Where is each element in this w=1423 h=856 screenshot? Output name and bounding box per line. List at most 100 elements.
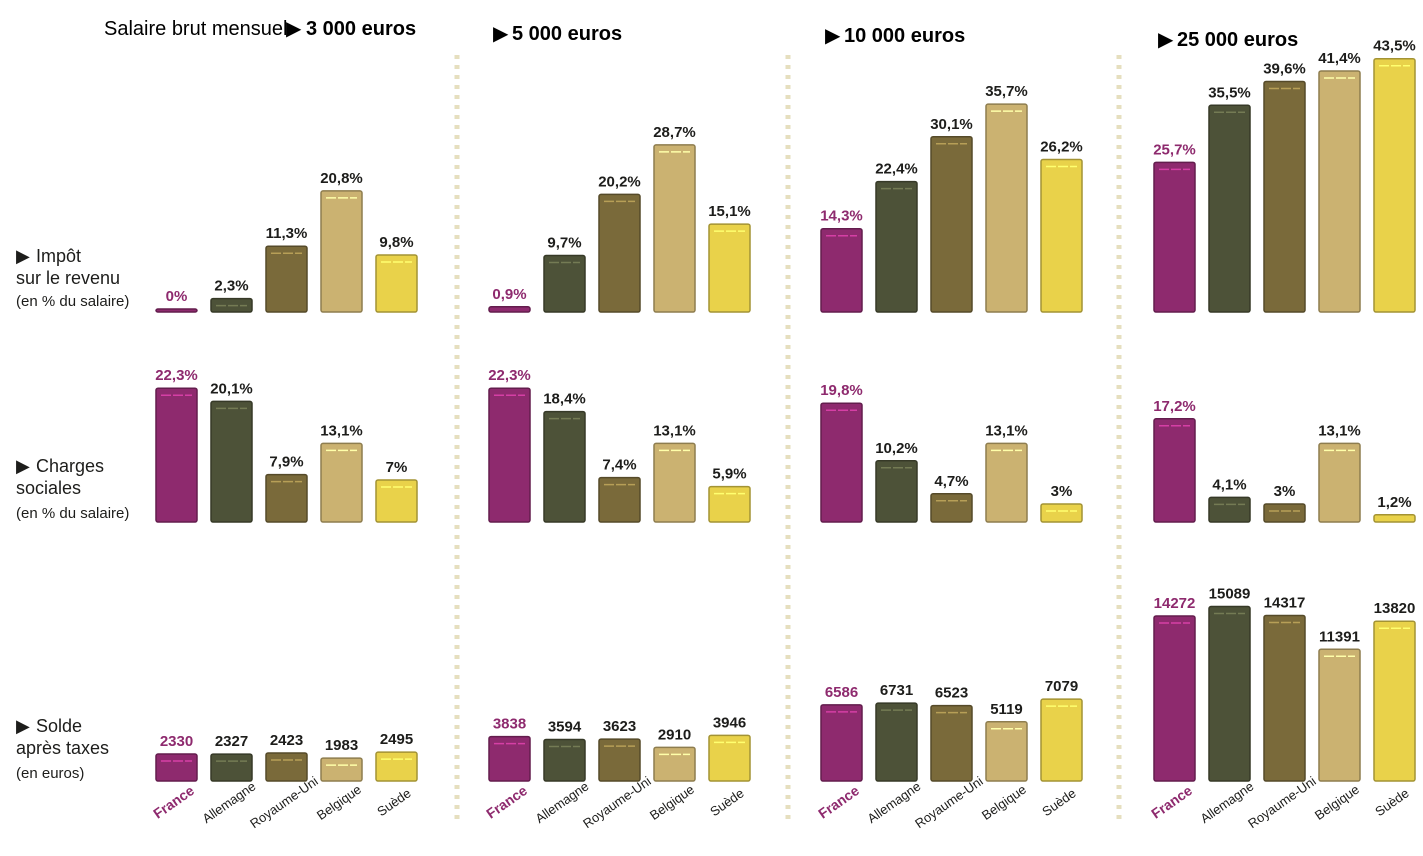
bar-allemagne xyxy=(1208,496,1251,523)
bar-suede xyxy=(1040,503,1083,523)
data-label: 4,7% xyxy=(934,473,968,490)
data-label: 5119 xyxy=(990,701,1023,718)
data-label: 5,9% xyxy=(712,466,746,483)
bar-royaume-uni xyxy=(265,245,308,313)
data-label: 6586 xyxy=(825,684,858,701)
x-label-belgique: Belgique xyxy=(1312,782,1362,823)
bar-france xyxy=(820,402,863,523)
bar-royaume-uni xyxy=(930,704,973,782)
bar-belgique xyxy=(1318,648,1361,782)
data-label: 35,5% xyxy=(1208,84,1251,101)
row-label-unit: (en % du salaire) xyxy=(16,293,129,310)
column-dividers xyxy=(454,55,1122,820)
data-label: 39,6% xyxy=(1263,60,1306,77)
bar-panel: 6586 6731 6523 5119 7079 xyxy=(820,678,1083,782)
data-label: 7079 xyxy=(1045,678,1078,695)
bar-panel: 14272 15089 14317 11391 13820 xyxy=(1153,586,1416,782)
bar-allemagne xyxy=(1208,605,1251,782)
bar-suede xyxy=(708,485,751,523)
row-label-line2: après taxes xyxy=(16,738,109,758)
bar-france xyxy=(820,704,863,782)
header-prefix: Salaire brut mensuel xyxy=(104,18,287,40)
bar-groups: 0% 2,3% 11,3% 20,8% 9,8% 0,9% 9,7% 20,2% 28,7% 15… xyxy=(155,38,1416,782)
row-label-charges: ▶ Charges sociales (en % du salaire) xyxy=(16,456,129,522)
row-label-line1: Impôt xyxy=(36,246,81,266)
data-label: 9,7% xyxy=(547,235,581,252)
data-label: 13,1% xyxy=(1318,422,1361,439)
data-label: 14272 xyxy=(1154,595,1196,612)
bar-royaume-uni xyxy=(598,193,641,313)
data-label: 6523 xyxy=(935,685,968,702)
data-label: 30,1% xyxy=(930,116,973,133)
data-label: 3838 xyxy=(493,716,526,733)
data-label: 0,9% xyxy=(492,286,526,303)
x-label-suede: Suède xyxy=(1372,785,1411,819)
bar-royaume-uni xyxy=(598,738,641,782)
bar-allemagne xyxy=(875,460,918,523)
bar-france xyxy=(488,735,531,782)
bar-allemagne xyxy=(543,738,586,782)
bar-france xyxy=(155,753,198,782)
x-label-royaume-uni: Royaume-Uni xyxy=(247,773,321,831)
bar-belgique xyxy=(985,442,1028,523)
data-label: 43,5% xyxy=(1373,38,1416,55)
bar-suede xyxy=(708,223,751,313)
bar-france xyxy=(1153,161,1196,313)
data-label: 2330 xyxy=(160,733,193,750)
bar-panel: 3838 3594 3623 2910 3946 xyxy=(488,714,751,782)
column-header-3: 25 000 euros xyxy=(1177,29,1298,51)
data-label: 13,1% xyxy=(320,422,363,439)
data-label: 0% xyxy=(166,288,188,305)
bar-panel: 14,3% 22,4% 30,1% 35,7% 26,2% xyxy=(820,83,1083,313)
bar-allemagne xyxy=(875,180,918,313)
data-label: 19,8% xyxy=(820,382,863,399)
bar-france xyxy=(155,387,198,523)
row-label-line2: sociales xyxy=(16,478,81,498)
bar-belgique xyxy=(653,746,696,782)
x-label-belgique: Belgique xyxy=(979,782,1029,823)
bar-belgique xyxy=(1318,442,1361,523)
data-label: 6731 xyxy=(880,682,913,699)
bar-suede xyxy=(1040,158,1083,313)
arrow-icon: ▶ xyxy=(493,23,509,45)
data-label: 18,4% xyxy=(543,391,586,408)
row-label-impot: ▶ Impôt sur le revenu (en % du salaire) xyxy=(16,246,129,310)
bar-belgique xyxy=(320,757,363,782)
bar-royaume-uni xyxy=(1263,503,1306,523)
bar-belgique xyxy=(653,144,696,313)
data-label: 22,4% xyxy=(875,161,918,178)
data-label: 35,7% xyxy=(985,83,1028,100)
bar-royaume-uni xyxy=(930,136,973,313)
bar-panel: 0,9% 9,7% 20,2% 28,7% 15,1% xyxy=(488,124,751,313)
bar-suede xyxy=(1373,514,1416,523)
bar-royaume-uni xyxy=(1263,614,1306,782)
data-label: 14,3% xyxy=(820,208,863,225)
data-label: 10,2% xyxy=(875,440,918,457)
data-label: 2423 xyxy=(270,732,303,749)
data-label: 13820 xyxy=(1374,600,1416,617)
x-label-suede: Suède xyxy=(374,785,413,819)
bar-allemagne xyxy=(875,702,918,782)
data-label: 3623 xyxy=(603,718,636,735)
column-header-1: 5 000 euros xyxy=(512,23,622,45)
bar-allemagne xyxy=(543,410,586,523)
bar-royaume-uni xyxy=(1263,80,1306,313)
bar-allemagne xyxy=(543,254,586,313)
bar-belgique xyxy=(985,103,1028,313)
arrow-icon: ▶ xyxy=(16,716,30,736)
data-label: 20,8% xyxy=(320,170,363,187)
bar-france xyxy=(488,387,531,523)
data-label: 3% xyxy=(1051,483,1073,500)
bar-france xyxy=(1153,418,1196,523)
x-label-royaume-uni: Royaume-Uni xyxy=(1245,773,1319,831)
data-label: 3946 xyxy=(713,714,746,731)
bar-suede xyxy=(375,254,418,313)
x-label-france: France xyxy=(1148,782,1195,822)
x-label-france: France xyxy=(815,782,862,822)
row-label-unit: (en euros) xyxy=(16,765,84,782)
bar-suede xyxy=(1373,57,1416,313)
data-label: 2327 xyxy=(215,733,248,750)
data-label: 22,3% xyxy=(488,367,531,384)
bar-suede xyxy=(708,734,751,782)
